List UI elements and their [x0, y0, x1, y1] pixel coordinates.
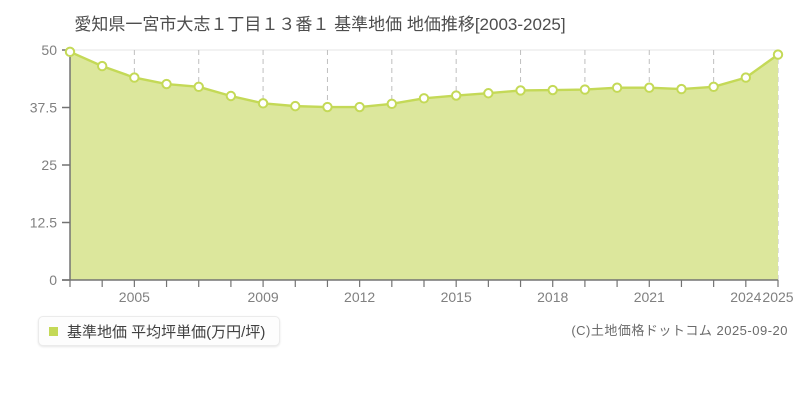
svg-text:2015: 2015	[441, 289, 472, 305]
x-axis-ticks: 2005 2009 2012 2015 2018 2021 2024 2025	[69, 280, 794, 305]
legend-label: 基準地価 平均坪単価(万円/坪)	[67, 323, 266, 341]
chart-legend: 基準地価 平均坪単価(万円/坪)	[38, 316, 281, 346]
copyright-credit: (C)土地価格ドットコム 2025-09-20	[571, 323, 788, 338]
svg-text:2009: 2009	[248, 289, 279, 305]
svg-text:25: 25	[41, 157, 57, 173]
svg-text:12.5: 12.5	[30, 215, 57, 231]
svg-text:2021: 2021	[634, 289, 665, 305]
svg-text:2012: 2012	[344, 289, 375, 305]
page-title: 愛知県一宮市大志１丁目１３番１ 基準地価 地価推移[2003-2025]	[74, 15, 566, 34]
svg-text:50: 50	[41, 42, 57, 58]
svg-text:2025: 2025	[762, 289, 793, 305]
svg-text:2005: 2005	[119, 289, 150, 305]
series-area	[70, 51, 778, 281]
series-data-points	[64, 46, 784, 113]
y-axis-ticks: 0 12.5 25 37.5 50	[30, 42, 70, 288]
svg-text:2024: 2024	[730, 289, 761, 305]
svg-text:2018: 2018	[537, 289, 568, 305]
legend-swatch-icon	[49, 326, 58, 336]
svg-text:37.5: 37.5	[30, 100, 57, 116]
svg-text:0: 0	[49, 272, 57, 288]
